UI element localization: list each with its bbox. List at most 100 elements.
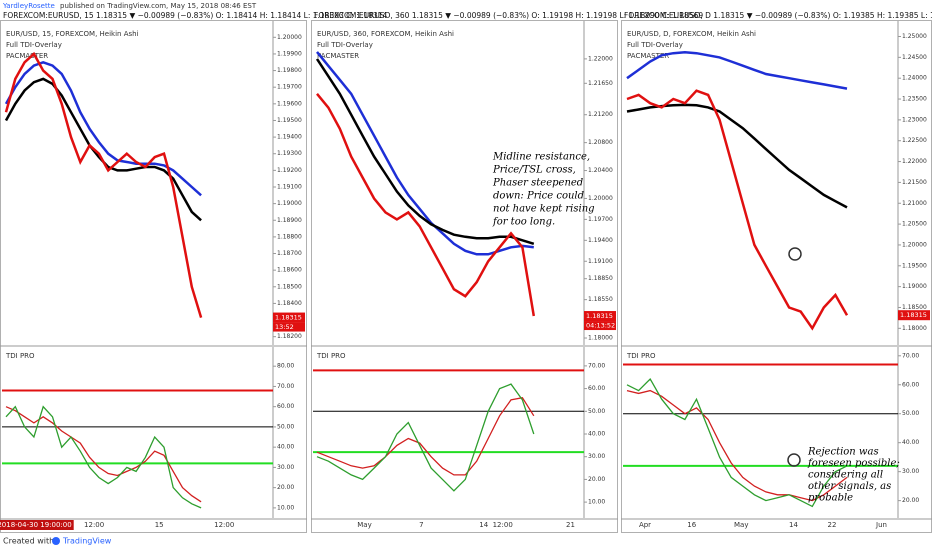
price-tag [898, 310, 930, 321]
price-tag [273, 312, 305, 323]
y-tick-label: 50.00 [588, 408, 605, 415]
annotation: not have kept rising [493, 204, 595, 215]
legend-entry: Full TDI-Overlay [6, 41, 62, 49]
y-tick-label: 70.00 [277, 383, 294, 390]
annotation: Midline resistance, [492, 152, 590, 163]
y-tick-label: 1.19000 [277, 200, 302, 207]
y-tick-label: 1.18600 [277, 267, 302, 274]
price-tag-label: 1.18315 [275, 314, 302, 322]
y-tick-label: 1.21200 [588, 111, 613, 118]
annotation: for too long. [492, 217, 555, 228]
chart-header: FOREXCOM:EURUSD, D 1.18315 ▼ −0.00989 (−… [624, 11, 932, 20]
created-with: Created with [3, 537, 54, 546]
y-tick-label: 1.18850 [588, 275, 613, 282]
indicator-title: TDI PRO [5, 352, 35, 360]
y-tick-label: 1.20000 [588, 195, 613, 202]
series-line [626, 51, 848, 90]
panel-frame [0, 20, 307, 533]
highlight-circle [788, 247, 802, 261]
y-tick-label: 1.21650 [588, 80, 613, 87]
y-tick-label: 1.25000 [902, 33, 927, 40]
series-line [5, 405, 202, 509]
y-tick-label: 30.00 [277, 464, 294, 471]
y-tick-label: 1.18000 [902, 325, 927, 332]
x-tick-label: 7 [419, 521, 423, 529]
y-tick-label: 10.00 [277, 504, 294, 511]
annotation: Rejection was [807, 447, 879, 458]
legend-entry: EUR/USD, D, FOREXCOM, Heikin Ashi [627, 30, 756, 38]
legend-entry: Full TDI-Overlay [317, 41, 373, 49]
highlight-circle [787, 453, 801, 467]
y-tick-label: 50.00 [902, 410, 919, 417]
y-tick-label: 1.19500 [277, 117, 302, 124]
y-tick-label: 1.18500 [902, 304, 927, 311]
y-tick-label: 1.20000 [277, 34, 302, 41]
y-tick-label: 1.18200 [277, 333, 302, 340]
x-tick-label: 14 [789, 521, 798, 529]
y-tick-label: 1.22500 [902, 137, 927, 144]
y-tick-label: 40.00 [588, 431, 605, 438]
y-tick-label: 1.19000 [902, 283, 927, 290]
y-tick-label: 1.20400 [588, 167, 613, 174]
x-tick-label: 15 [155, 521, 164, 529]
indicator-title: TDI PRO [626, 352, 656, 360]
countdown-label: 13:52 [275, 323, 294, 331]
y-tick-label: 1.18900 [277, 217, 302, 224]
y-tick-label: 30.00 [902, 468, 919, 475]
chart-header: FOREXCOM:EURUSD, 360 1.18315 ▼ −0.00989 … [314, 11, 703, 20]
y-tick-label: 1.23000 [902, 116, 927, 123]
x-tick-label: 12:00 [214, 521, 234, 529]
author[interactable]: YardleyRosette [2, 2, 55, 10]
y-tick-label: 1.18400 [277, 300, 302, 307]
legend-entry: PACMASTER [6, 52, 48, 60]
y-tick-label: 60.00 [277, 403, 294, 410]
y-tick-label: 30.00 [588, 453, 605, 460]
y-tick-label: 1.18700 [277, 250, 302, 257]
annotation: considering all [808, 470, 883, 481]
price-tag-label: 1.18315 [586, 312, 613, 320]
y-tick-label: 1.24000 [902, 75, 927, 82]
published: published on TradingView.com, May 15, 20… [60, 2, 257, 10]
y-tick-label: 1.18000 [588, 335, 613, 342]
x-tick-label: Apr [639, 521, 651, 529]
y-tick-label: 40.00 [902, 439, 919, 446]
countdown-label: 04:13:52 [586, 322, 615, 330]
x-tick-label: 12:00 [493, 521, 513, 529]
countdown-tag [584, 321, 616, 331]
y-tick-label: 1.19300 [277, 150, 302, 157]
series-line [316, 383, 535, 492]
y-tick-label: 1.23500 [902, 96, 927, 103]
price-tag [584, 311, 616, 322]
brand[interactable]: TradingView [62, 537, 112, 546]
y-tick-label: 1.22000 [588, 55, 613, 62]
y-tick-label: 1.19700 [277, 84, 302, 91]
x-tick-label: Jun [875, 521, 887, 529]
x-tick-label: 16 [687, 521, 696, 529]
x-tick-label: 2018-04-30 19:00:00 [0, 521, 72, 529]
y-tick-label: 20.00 [277, 484, 294, 491]
y-tick-label: 1.19700 [588, 216, 613, 223]
series-line [4, 51, 203, 318]
legend-entry: Full TDI-Overlay [627, 41, 683, 49]
chart-header: FOREXCOM:EURUSD, 15 1.18315 ▼ −0.00989 (… [3, 11, 388, 20]
y-tick-label: 1.19200 [277, 167, 302, 174]
y-tick-label: 1.19400 [277, 134, 302, 141]
y-tick-label: 80.00 [277, 363, 294, 370]
annotation: probable [808, 493, 853, 504]
y-tick-label: 1.19900 [277, 50, 302, 57]
y-tick-label: 1.18550 [588, 296, 613, 303]
x-tick-label: 22 [828, 521, 837, 529]
y-tick-label: 1.21000 [902, 200, 927, 207]
legend-entry: PACMASTER [317, 52, 359, 60]
price-tag-label: 1.18315 [900, 311, 927, 319]
y-tick-label: 50.00 [277, 423, 294, 430]
y-tick-label: 10.00 [588, 499, 605, 506]
y-tick-label: 20.00 [902, 497, 919, 504]
series-line [626, 389, 848, 502]
countdown-tag [273, 322, 305, 332]
y-tick-label: 1.19100 [588, 258, 613, 265]
legend-entry: PACMASTER [627, 52, 669, 60]
y-tick-label: 1.19400 [588, 237, 613, 244]
annotation: other signals, as [808, 481, 891, 492]
